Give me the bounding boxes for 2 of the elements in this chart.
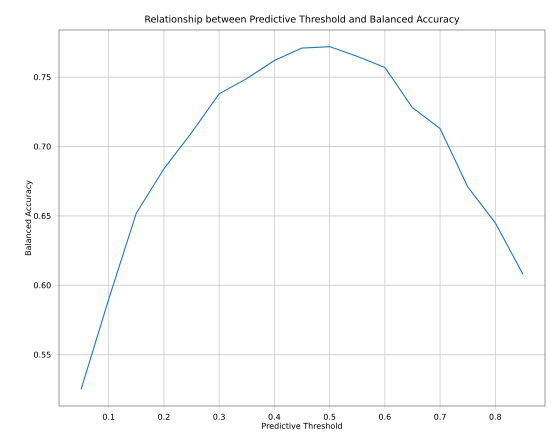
line-series: [80, 46, 524, 390]
chart-title: Relationship between Predictive Threshold and Balanced Accuracy: [145, 15, 460, 24]
